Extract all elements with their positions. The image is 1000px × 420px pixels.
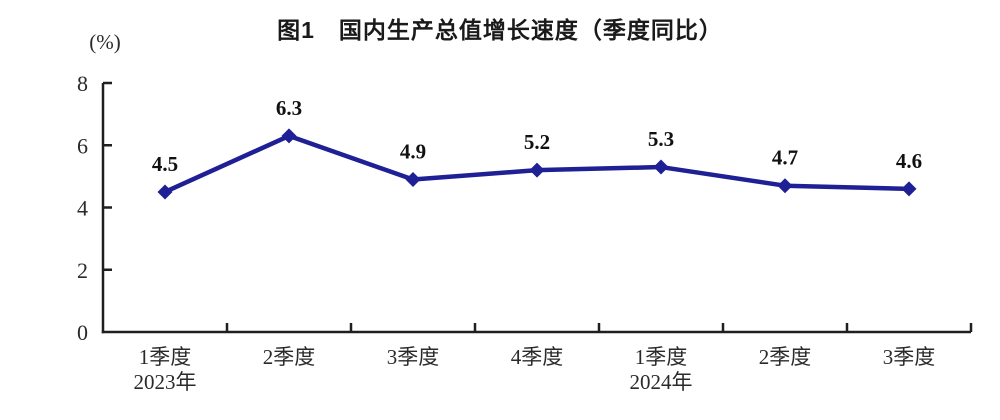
chart-title: 图1 国内生产总值增长速度（季度同比） xyxy=(277,17,723,43)
y-tick-label: 0 xyxy=(77,320,88,345)
data-point-label: 4.5 xyxy=(152,152,178,176)
data-point-label: 6.3 xyxy=(276,96,302,120)
y-tick-label: 8 xyxy=(77,71,88,96)
x-category-label: 2季度 xyxy=(263,345,316,369)
x-category-label: 1季度 xyxy=(139,345,192,369)
data-point-label: 5.2 xyxy=(524,130,550,154)
data-point-label: 4.6 xyxy=(896,149,922,173)
x-category-label: 1季度 xyxy=(635,345,688,369)
x-category-label: 3季度 xyxy=(883,345,936,369)
x-category-label: 3季度 xyxy=(387,345,440,369)
x-category-label: 2季度 xyxy=(759,345,812,369)
y-axis-unit-label: (%) xyxy=(89,30,121,54)
x-year-label: 2023年 xyxy=(134,370,197,394)
x-category-label: 4季度 xyxy=(511,345,564,369)
data-point-marker xyxy=(405,171,421,187)
data-point-marker xyxy=(281,128,297,144)
y-tick-label: 2 xyxy=(77,258,88,283)
y-tick-label: 6 xyxy=(77,133,88,158)
data-point-marker xyxy=(901,181,917,197)
data-point-marker xyxy=(777,178,793,194)
data-point-label: 4.7 xyxy=(772,146,798,170)
y-tick-label: 4 xyxy=(77,196,88,221)
x-year-label: 2024年 xyxy=(630,370,693,394)
data-point-marker xyxy=(157,184,173,200)
data-point-label: 5.3 xyxy=(648,127,674,151)
data-point-label: 4.9 xyxy=(400,139,426,163)
data-point-marker xyxy=(529,162,545,178)
data-point-marker xyxy=(653,159,669,175)
